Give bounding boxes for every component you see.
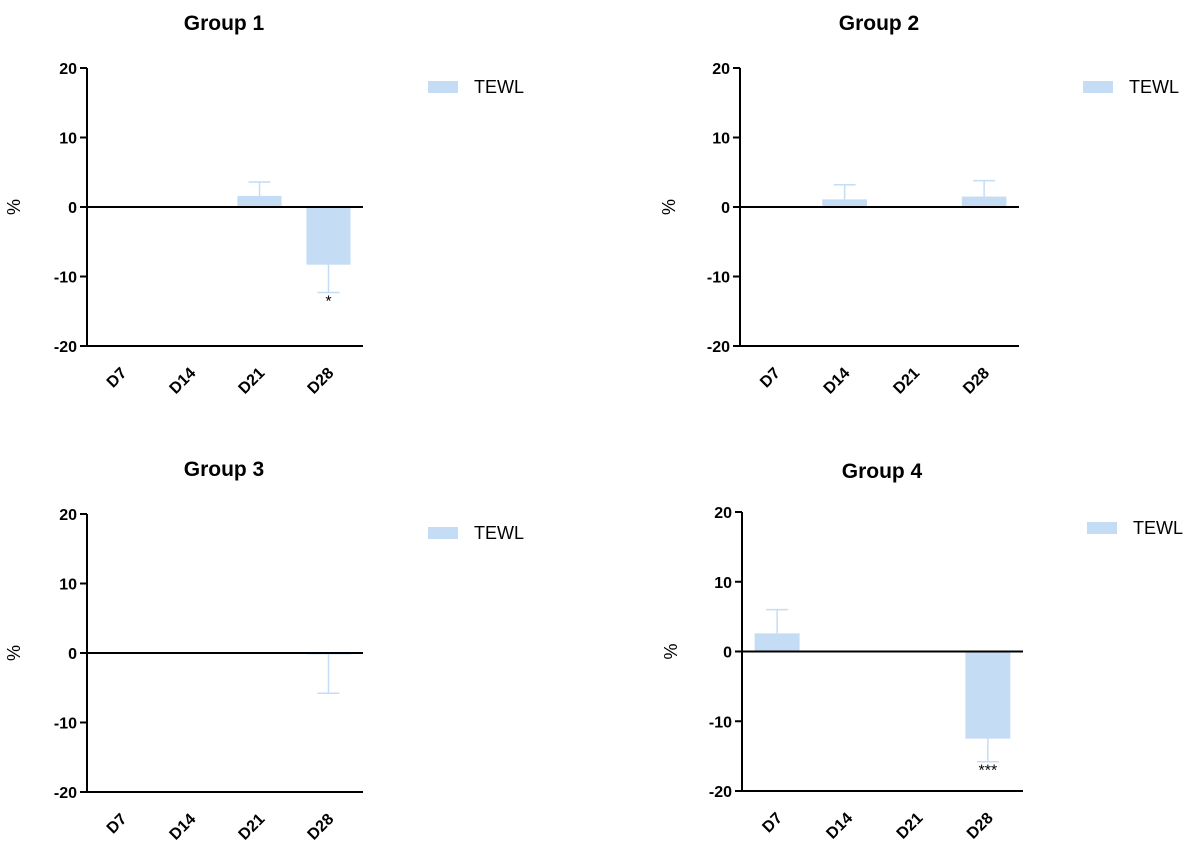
bar-D21 <box>237 195 282 207</box>
y-tick-label: -10 <box>54 270 77 287</box>
chart-panel-4: Group 4% *** -20 -10 0 10 20 D7 D14 D21 D28 TEWL <box>661 460 1183 843</box>
x-tick-label: D14 <box>167 811 200 844</box>
y-tick-label: -10 <box>709 714 732 731</box>
x-tick-label: D7 <box>104 811 131 838</box>
y-tick-label: 0 <box>68 646 77 663</box>
y-tick-label: -20 <box>54 339 77 356</box>
chart-panel-2: Group 2% -20 -10 0 10 20 D7 D14 D21 D28 TEWL <box>659 12 1179 398</box>
bar-D14 <box>822 199 867 207</box>
y-tick-label: 20 <box>59 61 77 78</box>
chart-title: Group 2 <box>839 12 920 35</box>
y-tick-label: 0 <box>721 200 730 217</box>
x-tick-label: D7 <box>759 810 786 837</box>
x-tick-label: D21 <box>894 810 927 843</box>
significance-D28: * <box>325 293 331 310</box>
x-tick-label: D21 <box>890 365 923 398</box>
chart-panel-3: Group 3% -20 -10 0 10 20 D7 D14 D21 D28 TEWL <box>4 458 524 844</box>
legend-swatch <box>428 527 458 539</box>
x-tick-label: D21 <box>236 811 269 844</box>
y-tick-label: -10 <box>54 716 77 733</box>
x-tick-label: D14 <box>823 810 856 843</box>
chart-panel-1: Group 1% * -20 -10 0 10 20 D7 D14 D21 D28 TEWL <box>4 12 524 398</box>
bar-D28 <box>961 196 1007 207</box>
bar-D28 <box>965 651 1011 739</box>
y-tick-label: 0 <box>723 645 732 662</box>
y-tick-label: 20 <box>714 505 732 522</box>
y-tick-label: 10 <box>712 131 730 148</box>
x-tick-label: D28 <box>964 810 997 843</box>
y-tick-label: 10 <box>59 131 77 148</box>
y-tick-label: -20 <box>707 339 730 356</box>
y-tick-label: 20 <box>712 61 730 78</box>
y-tick-label: -20 <box>54 785 77 802</box>
chart-title: Group 1 <box>184 12 265 35</box>
legend-swatch <box>1083 81 1113 93</box>
legend-swatch <box>428 81 458 93</box>
y-tick-label: -20 <box>709 784 732 801</box>
legend-label: TEWL <box>474 77 524 97</box>
y-tick-label: 10 <box>59 577 77 594</box>
bar-D28 <box>306 207 351 265</box>
x-tick-label: D7 <box>757 365 784 392</box>
x-tick-label: D14 <box>821 365 854 398</box>
y-axis-label: % <box>4 645 24 661</box>
bar-D7 <box>754 633 800 652</box>
y-tick-label: 10 <box>714 575 732 592</box>
legend-label: TEWL <box>474 523 524 543</box>
significance-D28: *** <box>979 763 998 780</box>
legend-swatch <box>1087 522 1117 534</box>
chart-title: Group 4 <box>842 460 923 483</box>
x-tick-label: D28 <box>305 365 338 398</box>
x-tick-label: D21 <box>236 365 269 398</box>
y-tick-label: -10 <box>707 270 730 287</box>
x-tick-label: D28 <box>960 365 993 398</box>
y-tick-label: 20 <box>59 507 77 524</box>
x-tick-label: D28 <box>305 811 338 844</box>
legend-label: TEWL <box>1133 518 1183 538</box>
legend-label: TEWL <box>1129 77 1179 97</box>
y-axis-label: % <box>4 199 24 215</box>
y-tick-label: 0 <box>68 200 77 217</box>
x-tick-label: D14 <box>167 365 200 398</box>
x-tick-label: D7 <box>104 365 131 392</box>
chart-title: Group 3 <box>184 458 265 481</box>
y-axis-label: % <box>661 643 681 659</box>
y-axis-label: % <box>659 199 679 215</box>
